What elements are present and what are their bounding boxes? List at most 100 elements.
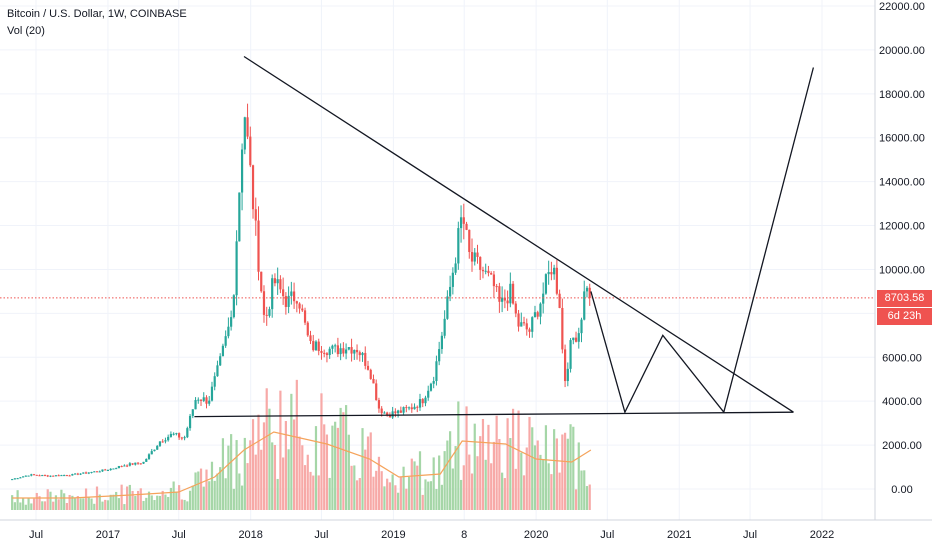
support-trendline[interactable]	[194, 411, 794, 418]
candle-body	[580, 319, 583, 334]
candle-body	[427, 390, 430, 398]
volume-bar	[325, 434, 329, 510]
volume-bar	[98, 494, 101, 510]
candle-body	[440, 335, 444, 350]
volume-bar	[405, 488, 408, 510]
candle-body	[142, 461, 145, 464]
volume-bar	[553, 429, 556, 510]
volume-bar	[479, 436, 482, 510]
volume-bar	[424, 479, 427, 510]
volume-bar	[175, 492, 178, 510]
volume-bar	[468, 454, 471, 510]
candle-body	[112, 468, 115, 470]
volume-bar	[410, 458, 413, 510]
candle-body	[147, 454, 151, 459]
time-scale[interactable]	[0, 520, 932, 550]
candle-body	[126, 465, 129, 467]
candle-body	[115, 468, 118, 470]
volume-bar	[531, 427, 534, 510]
volume-bar	[230, 434, 233, 510]
volume-bar	[243, 437, 246, 510]
projection-path[interactable]	[590, 67, 815, 415]
volume-bar	[435, 489, 438, 510]
volume-bar	[202, 486, 205, 510]
volume-bar	[509, 438, 512, 510]
candle-body	[52, 475, 55, 477]
volume-bar	[298, 436, 301, 510]
candle-body	[511, 283, 515, 304]
volume-bar	[550, 474, 553, 510]
candle-body	[509, 283, 512, 304]
volume-bar	[372, 476, 375, 510]
volume-bar	[295, 379, 298, 510]
x-tick-label: Jul	[314, 529, 328, 541]
candle-body	[224, 336, 227, 346]
candle-body	[54, 475, 58, 477]
volume-bar	[292, 419, 296, 510]
candle-body	[240, 149, 244, 193]
candle-body	[273, 278, 277, 284]
candle-body	[221, 345, 225, 357]
volume-bar	[136, 490, 140, 510]
volume-bars	[11, 379, 591, 510]
candle-body	[334, 345, 337, 347]
volume-bar	[188, 490, 192, 510]
candle-body	[27, 475, 30, 477]
candle-body	[312, 341, 315, 351]
volume-bar	[254, 454, 257, 510]
volume-bar	[95, 486, 99, 510]
volume-bar	[76, 496, 79, 510]
volume-bar	[487, 424, 490, 510]
y-tick-label: 22000.00	[879, 1, 925, 13]
y-tick-label: 4000.00	[882, 396, 922, 408]
volume-bar	[555, 438, 558, 510]
volume-bar	[87, 496, 90, 510]
candle-body	[358, 352, 361, 356]
candle-body	[128, 463, 131, 466]
candle-body	[372, 378, 375, 384]
candle-body	[449, 286, 452, 297]
volume-bar	[528, 416, 531, 510]
volume-bar	[46, 489, 49, 510]
volume-bar	[342, 412, 345, 510]
candle-body	[134, 462, 137, 465]
candle-body	[413, 406, 416, 410]
y-tick-label: 0.00	[891, 484, 912, 496]
volume-bar	[172, 481, 175, 510]
volume-bar	[440, 484, 444, 510]
volume-bar	[449, 431, 452, 510]
descending-trendline[interactable]	[243, 55, 794, 413]
volume-bar	[501, 472, 504, 510]
candle-body	[443, 318, 446, 336]
candle-body	[136, 462, 140, 464]
volume-bar	[147, 491, 151, 510]
x-axis-labels: Jul 2017 Jul 2018 Jul 2019 8 2020 Jul 2021 Jul 2022	[29, 529, 834, 541]
candle-body	[465, 223, 468, 230]
volume-bar	[306, 454, 309, 510]
volume-bar	[353, 465, 356, 510]
candle-body	[446, 296, 449, 319]
candle-body	[481, 269, 485, 272]
volume-bar	[418, 451, 422, 510]
volume-bar	[232, 488, 235, 510]
candle-body	[531, 317, 534, 332]
volume-bar	[451, 468, 454, 510]
candle-body	[306, 322, 309, 336]
candle-body	[104, 469, 107, 471]
price-scale[interactable]	[875, 0, 932, 520]
volume-bar	[54, 495, 58, 510]
volume-bar	[246, 463, 249, 510]
volume-bar	[331, 425, 334, 510]
volume-bar	[334, 421, 337, 510]
volume-bar	[156, 495, 159, 510]
candle-body	[282, 289, 285, 297]
candle-body	[498, 286, 501, 302]
candle-body	[583, 291, 586, 320]
volume-bar	[380, 471, 383, 510]
bar-countdown-tag: 6d 23h	[877, 307, 932, 325]
trend-drawings[interactable]	[194, 55, 815, 418]
volume-bar	[355, 480, 359, 510]
candle-body	[405, 407, 408, 409]
y-tick-label: 20000.00	[879, 45, 925, 57]
